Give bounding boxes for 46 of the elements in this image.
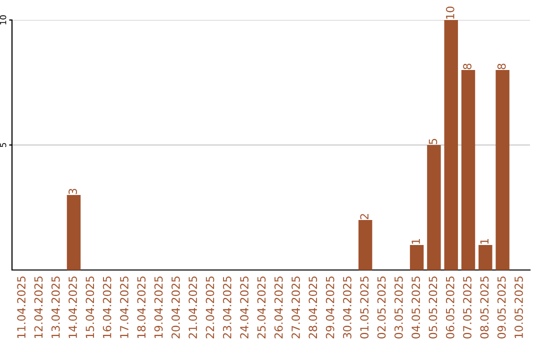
data-label: 3 [68, 188, 77, 194]
x-tick-label: 11.04.2025 [17, 276, 26, 338]
x-tick-label: 18.04.2025 [137, 276, 146, 338]
x-tick-label: 23.04.2025 [222, 276, 232, 338]
x-tick-label: 13.04.2025 [51, 276, 60, 338]
x-tick-label: 19.04.2025 [154, 276, 163, 338]
data-label: 1 [480, 238, 488, 244]
x-tick-label: 01.05.2025 [360, 276, 369, 338]
x-tick-label: 20.04.2025 [171, 276, 180, 338]
x-tick-label: 17.04.2025 [120, 276, 128, 338]
data-label: 8 [463, 64, 472, 70]
x-tick-label: 30.04.2025 [343, 276, 352, 338]
x-tick-label: 22.04.2025 [206, 276, 214, 338]
bar [66, 195, 81, 270]
x-tick-label: 10.05.2025 [514, 276, 523, 338]
data-label: 10 [446, 6, 454, 19]
bar [496, 70, 510, 270]
x-tick-label: 02.05.2025 [377, 276, 386, 338]
x-tick-label: 28.04.2025 [308, 276, 318, 338]
x-tick-label: 14.04.2025 [68, 276, 77, 338]
x-tick-label: 06.05.2025 [446, 276, 454, 338]
x-tick-label: 07.05.2025 [463, 276, 472, 338]
x-tick-label: 05.05.2025 [428, 276, 438, 338]
x-tick-label: 16.04.2025 [102, 276, 112, 338]
bar [427, 145, 441, 270]
bar [478, 245, 492, 270]
x-tick-label: 27.04.2025 [292, 276, 300, 338]
data-label: 5 [428, 138, 438, 144]
bar [358, 220, 372, 270]
x-tick-label: 03.05.2025 [394, 276, 403, 338]
bar [410, 245, 424, 270]
data-label: 2 [360, 214, 368, 220]
bar [461, 70, 476, 270]
x-tick-label: 09.05.2025 [497, 276, 506, 338]
x-tick-label: 12.04.2025 [34, 276, 43, 338]
x-tick-label: 21.04.2025 [188, 276, 198, 338]
data-label: 8 [497, 64, 506, 70]
x-tick-label: 04.05.2025 [412, 276, 420, 338]
x-tick-label: 25.04.2025 [257, 276, 266, 338]
x-tick-label: 08.05.2025 [480, 276, 489, 338]
bar [444, 20, 458, 270]
data-label: 1 [412, 238, 420, 244]
x-tick-label: 24.04.2025 [240, 276, 248, 338]
x-tick-label: 15.04.2025 [86, 276, 94, 338]
x-tick-label: 26.04.2025 [274, 276, 283, 338]
x-tick-label: 29.04.2025 [326, 276, 334, 338]
